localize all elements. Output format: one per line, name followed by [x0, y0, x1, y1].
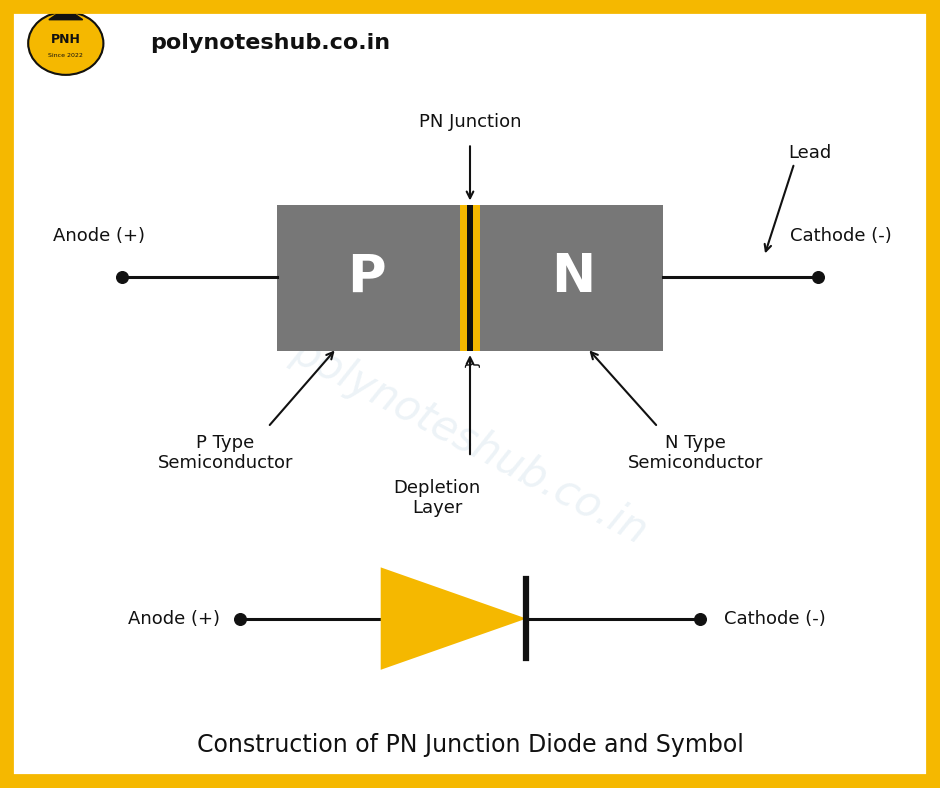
Point	[693, 612, 708, 625]
Bar	[460, 205, 480, 351]
Bar	[277, 205, 663, 351]
Text: N: N	[551, 251, 596, 303]
Polygon shape	[381, 567, 526, 670]
Text: Cathode (-): Cathode (-)	[791, 228, 892, 245]
Point	[810, 271, 825, 284]
Text: {: {	[462, 360, 478, 370]
Circle shape	[28, 12, 103, 75]
Text: Construction of PN Junction Diode and Symbol: Construction of PN Junction Diode and Sy…	[196, 733, 744, 756]
Text: polynoteshub.co.in: polynoteshub.co.in	[150, 33, 390, 54]
Text: Anode (+): Anode (+)	[128, 610, 220, 627]
Text: Since 2022: Since 2022	[48, 53, 84, 58]
Text: PNH: PNH	[51, 33, 81, 46]
Text: P Type
Semiconductor: P Type Semiconductor	[158, 433, 293, 473]
Text: Anode (+): Anode (+)	[53, 228, 145, 245]
Text: N Type
Semiconductor: N Type Semiconductor	[628, 433, 763, 473]
Point	[115, 271, 130, 284]
Text: Cathode (-): Cathode (-)	[724, 610, 825, 627]
Point	[232, 612, 247, 625]
Text: Depletion
Layer: Depletion Layer	[394, 478, 480, 518]
Bar	[467, 205, 473, 351]
Polygon shape	[49, 8, 83, 20]
Text: Lead: Lead	[789, 144, 832, 162]
Text: PN Junction: PN Junction	[418, 113, 522, 131]
Text: P: P	[347, 251, 386, 303]
Text: polynoteshub.co.in: polynoteshub.co.in	[286, 330, 654, 552]
